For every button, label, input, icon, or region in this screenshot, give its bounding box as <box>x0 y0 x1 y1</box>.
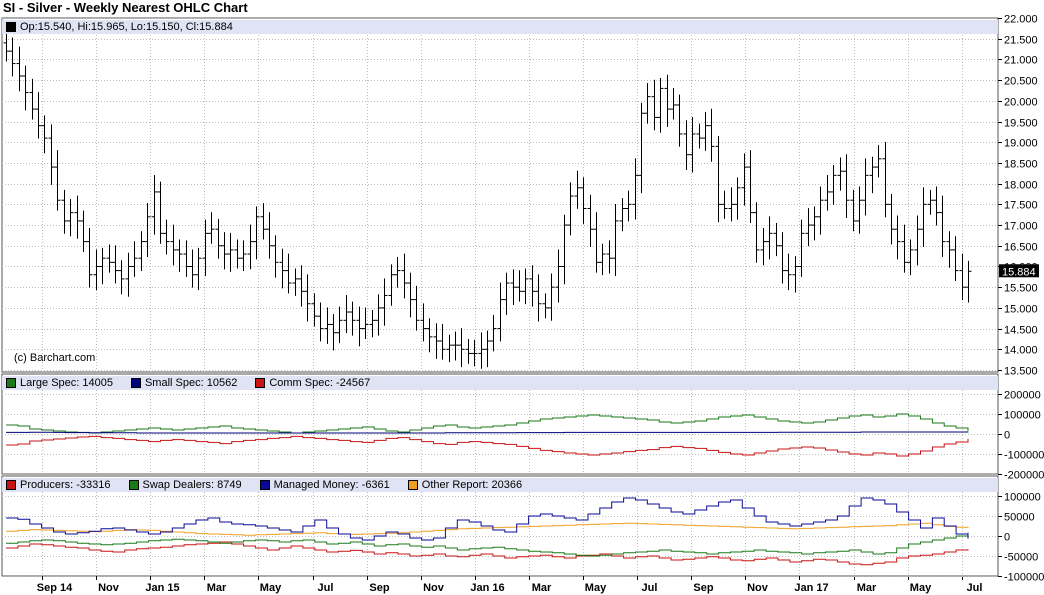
ohlc-legend-bar: Op:15.540, Hi:15.965, Lo:15.150, Cl:15.8… <box>2 20 998 34</box>
y-tick-label-1-3: 20.500 <box>1004 76 1038 88</box>
y-tick-label-1-13: 15.500 <box>1004 283 1038 295</box>
y-tick-label-1-16: 14.000 <box>1004 345 1038 357</box>
last-price-label: 15.884 <box>1002 266 1036 278</box>
x-tick-label-13: Nov <box>747 582 769 594</box>
swap-dealers-value: 8749 <box>217 479 242 491</box>
y-tick-label-2-1: 100000 <box>1004 410 1041 422</box>
small-spec-label: Small Spec: 10562 <box>144 377 238 389</box>
legend-swap-dealers: Swap Dealers: 8749 <box>125 479 242 491</box>
y-tick-label-1-10: 17.000 <box>1004 221 1038 233</box>
producers-line <box>6 541 969 566</box>
large-spec-value: 14005 <box>82 377 113 389</box>
ohlc-swatch <box>6 22 16 32</box>
managed-money-value: -6361 <box>361 479 390 491</box>
small-spec-swatch <box>130 378 141 388</box>
y-tick-label-1-9: 17.500 <box>1004 200 1038 212</box>
y-tick-label-1-1: 21.500 <box>1004 35 1038 47</box>
copyright-text: (c) Barchart.com <box>14 352 96 364</box>
other-report-label: Other Report: 20366 <box>421 479 523 491</box>
ohlc-legend-text: Op:15.540, Hi:15.965, Lo:15.150, Cl:15.8… <box>20 21 233 33</box>
other-report-value: 20366 <box>491 479 523 491</box>
y-tick-label-3-4: -100000 <box>1004 572 1044 584</box>
managed-money-line <box>6 497 969 541</box>
x-tick-label-3: Mar <box>207 582 227 594</box>
y-tick-label-3-1: 50000 <box>1004 512 1035 524</box>
swap-dealers-label: Swap Dealers: 8749 <box>142 479 242 491</box>
x-tick-label-1: Nov <box>98 582 120 594</box>
x-tick-label-2: Jan 15 <box>145 582 179 594</box>
x-tick-label-4: May <box>260 582 282 594</box>
chart-title: SI - Silver - Weekly Nearest OHLC Chart <box>3 0 248 15</box>
x-tick-label-14: Jan 17 <box>794 582 828 594</box>
x-tick-label-15: Mar <box>857 582 877 594</box>
x-tick-label-0: Sep 14 <box>37 582 73 594</box>
legend-large-spec: Large Spec: 14005 <box>2 377 113 389</box>
producers-value: -33316 <box>76 479 111 491</box>
small-spec-line <box>6 431 969 434</box>
x-tick-label-7: Nov <box>423 582 445 594</box>
y-tick-label-2-3: -100000 <box>1004 450 1044 462</box>
y-tick-label-1-17: 13.500 <box>1004 366 1038 378</box>
large-spec-label: Large Spec: 14005 <box>20 377 113 389</box>
y-tick-label-1-6: 19.000 <box>1004 138 1038 150</box>
legend-managed-money: Managed Money: -6361 <box>256 479 390 491</box>
small-spec-value: 10562 <box>206 377 238 389</box>
comm-spec-label: Comm Spec: -24567 <box>269 377 371 389</box>
y-tick-label-3-3: -50000 <box>1004 552 1038 564</box>
managed-money-label: Managed Money: -6361 <box>273 479 390 491</box>
last-price-box <box>999 264 1039 278</box>
large-spec-swatch <box>6 378 16 388</box>
legend-other-report: Other Report: 20366 <box>404 479 522 491</box>
x-tick-label-12: Sep <box>693 582 713 594</box>
y-tick-label-1-8: 18.000 <box>1004 180 1038 192</box>
managed-money-swatch <box>259 480 270 490</box>
large-spec-line <box>6 413 969 434</box>
x-tick-label-10: May <box>585 582 607 594</box>
x-tick-label-11: Jul <box>642 582 658 594</box>
y-tick-label-1-2: 21.000 <box>1004 55 1038 67</box>
comm-spec-value: -24567 <box>335 377 371 389</box>
producers-swatch <box>6 480 16 490</box>
y-tick-label-1-4: 20.000 <box>1004 97 1038 109</box>
y-tick-label-2-2: 0 <box>1004 430 1010 442</box>
swap-dealers-swatch <box>128 480 139 490</box>
y-tick-label-1-5: 19.500 <box>1004 118 1038 130</box>
x-tick-label-16: May <box>910 582 932 594</box>
y-tick-label-1-11: 16.500 <box>1004 242 1038 254</box>
y-tick-label-3-2: 0 <box>1004 532 1010 544</box>
legend-small-spec: Small Spec: 10562 <box>127 377 237 389</box>
x-tick-label-6: Sep <box>369 582 389 594</box>
y-tick-label-3-0: 100000 <box>1004 492 1041 504</box>
y-tick-label-2-0: 200000 <box>1004 390 1041 402</box>
other-report-swatch <box>407 480 418 490</box>
comm-spec-line <box>6 435 969 457</box>
comm-spec-swatch <box>255 378 266 388</box>
legend-producers: Producers: -33316 <box>2 479 111 491</box>
x-tick-label-8: Jan 16 <box>470 582 504 594</box>
disagg-legend-bar: Producers: -33316 Swap Dealers: 8749 Man… <box>2 478 998 492</box>
x-tick-label-9: Mar <box>532 582 552 594</box>
y-tick-label-1-15: 14.500 <box>1004 325 1038 337</box>
y-tick-label-1-14: 15.000 <box>1004 304 1038 316</box>
y-tick-label-1-0: 22.000 <box>1004 14 1038 26</box>
x-tick-label-5: Jul <box>318 582 334 594</box>
y-tick-label-2-4: -200000 <box>1004 470 1044 482</box>
legend-comm-spec: Comm Spec: -24567 <box>251 377 370 389</box>
y-tick-label-1-7: 18.500 <box>1004 159 1038 171</box>
swap-dealers-line <box>6 532 969 557</box>
cot-legend-bar: Large Spec: 14005 Small Spec: 10562 Comm… <box>2 376 998 390</box>
producers-label: Producers: -33316 <box>20 479 111 491</box>
x-tick-label-17: Jul <box>967 582 983 594</box>
